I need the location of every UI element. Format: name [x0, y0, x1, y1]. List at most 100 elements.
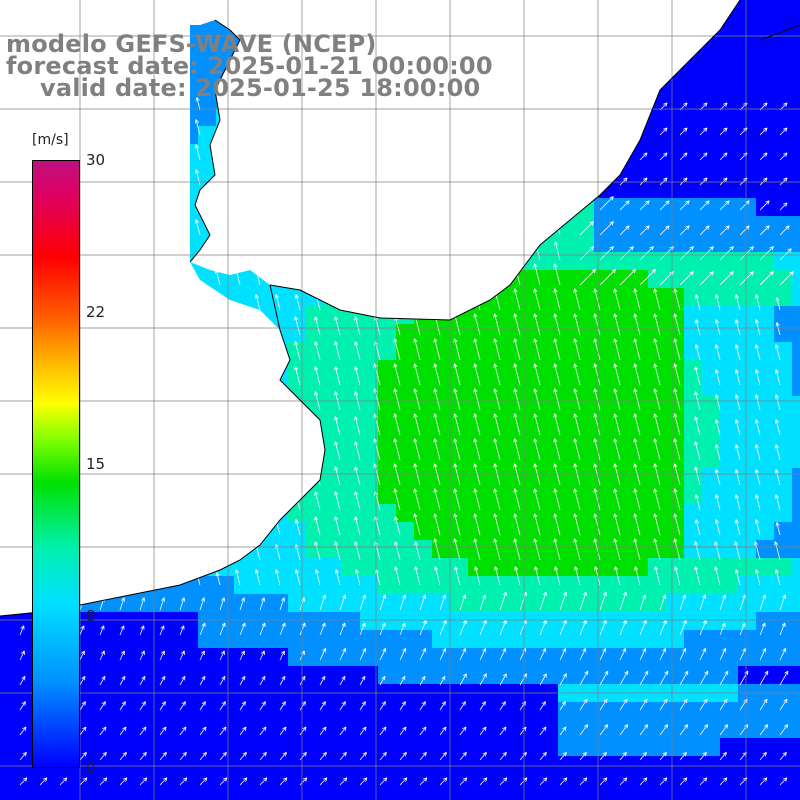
- field-cell: [720, 756, 738, 774]
- wind-arrow: [619, 200, 630, 211]
- wind-arrow: [659, 751, 667, 761]
- field-cell: [432, 360, 450, 378]
- field-cell: [792, 108, 800, 126]
- field-cell: [540, 666, 558, 684]
- wind-arrow: [673, 313, 681, 336]
- wind-arrow: [679, 200, 690, 211]
- wind-arrow: [775, 322, 781, 336]
- field-cell: [378, 342, 396, 360]
- field-cell: [396, 396, 414, 414]
- field-cell: [702, 234, 720, 252]
- field-cell: [522, 648, 540, 666]
- field-cell: [792, 252, 800, 270]
- wind-arrow: [473, 438, 481, 461]
- wind-arrow: [754, 294, 761, 311]
- field-cell: [270, 648, 288, 666]
- field-cell: [738, 414, 756, 432]
- field-cell: [774, 54, 792, 72]
- wind-arrow: [714, 319, 721, 336]
- wind-arrow: [579, 698, 588, 711]
- wind-arrow: [339, 777, 348, 786]
- field-cell: [540, 720, 558, 738]
- field-cell: [774, 414, 792, 432]
- field-cell: [576, 576, 594, 594]
- field-cell: [648, 522, 666, 540]
- wind-arrow: [573, 388, 581, 411]
- field-cell: [324, 342, 342, 360]
- wind-arrow: [439, 594, 447, 611]
- field-cell: [414, 324, 432, 342]
- field-cell: [612, 180, 630, 198]
- wind-arrow: [599, 670, 609, 686]
- field-cell: [630, 738, 648, 756]
- wind-arrow: [539, 647, 547, 661]
- wind-arrow: [194, 169, 201, 186]
- field-cell: [756, 216, 774, 234]
- field-cell: [630, 558, 648, 576]
- wind-arrow: [459, 777, 468, 786]
- field-cell: [720, 396, 738, 414]
- wind-arrow: [473, 288, 481, 311]
- field-cell: [684, 576, 702, 594]
- field-cell: [396, 324, 414, 342]
- wind-arrow: [294, 316, 301, 336]
- field-cell: [684, 180, 702, 198]
- field-cell: [252, 774, 270, 792]
- wind-arrow: [759, 622, 766, 636]
- field-cell: [774, 180, 792, 198]
- wind-arrow: [719, 594, 727, 611]
- wind-arrow: [513, 413, 521, 436]
- field-cell: [594, 396, 612, 414]
- wind-arrow: [553, 338, 561, 361]
- field-cell: [540, 630, 558, 648]
- field-cell: [720, 522, 738, 540]
- field-cell: [522, 594, 540, 612]
- wind-arrow: [239, 751, 247, 761]
- wind-arrow: [739, 622, 746, 636]
- field-cell: [558, 558, 576, 576]
- field-cell: [450, 378, 468, 396]
- field-cell: [648, 144, 666, 162]
- field-cell: [504, 612, 522, 630]
- field-cell: [432, 432, 450, 450]
- field-cell: [684, 270, 702, 288]
- wind-arrow: [714, 566, 721, 586]
- field-cell: [612, 540, 630, 558]
- field-cell: [288, 792, 306, 800]
- wind-arrow: [119, 597, 126, 611]
- field-cell: [792, 792, 800, 800]
- wind-arrow: [613, 538, 621, 561]
- field-cell: [558, 324, 576, 342]
- wind-arrow: [159, 777, 168, 786]
- wind-arrow: [779, 225, 790, 236]
- field-cell: [342, 540, 360, 558]
- wind-arrow: [393, 388, 401, 411]
- field-cell: [666, 108, 684, 126]
- wind-arrow: [613, 513, 621, 536]
- field-cell: [288, 522, 306, 540]
- field-cell: [144, 666, 162, 684]
- field-cell: [756, 198, 774, 216]
- wind-arrow: [679, 647, 687, 661]
- field-cell: [702, 72, 720, 90]
- wind-arrow: [199, 675, 206, 686]
- wind-arrow: [199, 597, 206, 611]
- field-cell: [360, 486, 378, 504]
- field-cell: [342, 594, 360, 612]
- field-cell: [540, 756, 558, 774]
- field-cell: [504, 738, 522, 756]
- wind-arrow: [739, 271, 754, 286]
- field-cell: [342, 666, 360, 684]
- wind-arrow: [513, 288, 521, 311]
- wind-arrow: [714, 344, 721, 361]
- field-cell: [360, 522, 378, 540]
- wind-arrow: [454, 566, 461, 586]
- wind-arrow: [599, 724, 609, 736]
- field-cell: [252, 666, 270, 684]
- field-cell: [558, 396, 576, 414]
- wind-arrow: [754, 541, 761, 561]
- wind-arrow: [379, 622, 386, 636]
- field-cell: [450, 324, 468, 342]
- field-cell: [324, 576, 342, 594]
- wind-arrow: [453, 363, 461, 386]
